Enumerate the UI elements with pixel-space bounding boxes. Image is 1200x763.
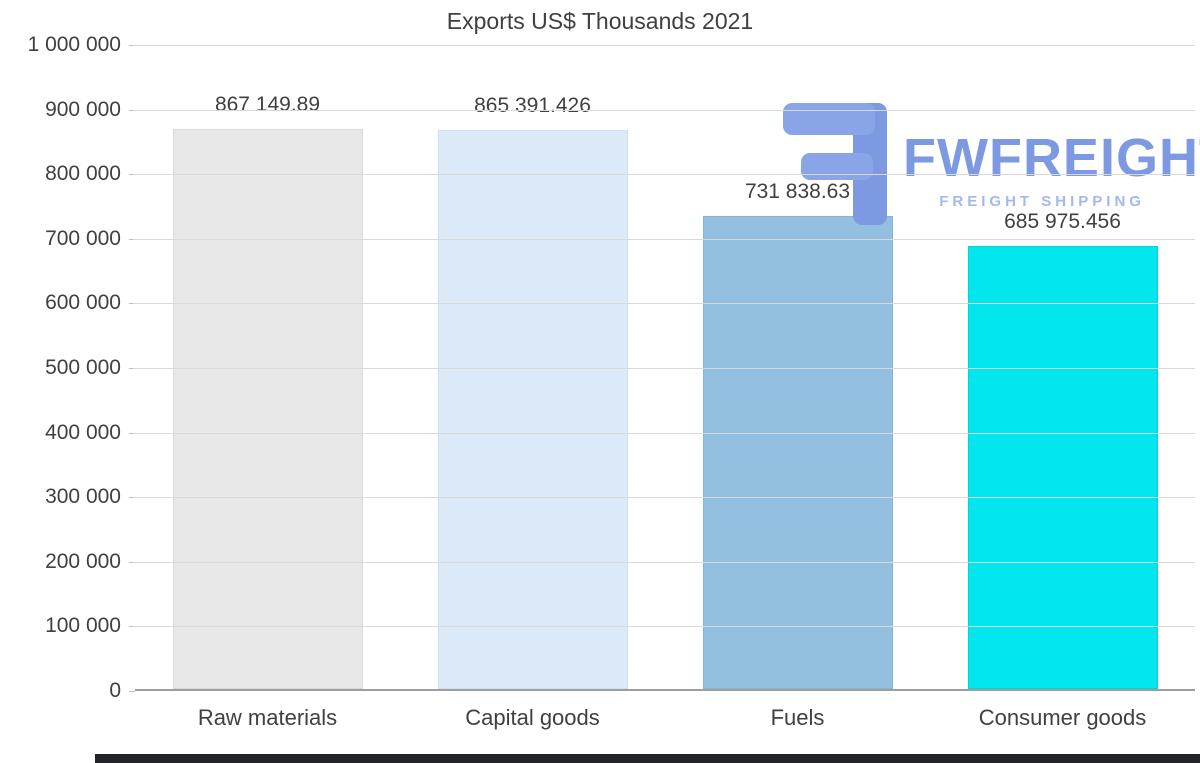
y-tick-label: 0 [109,679,121,702]
bar-value-label: 865 391.426 [474,93,591,117]
y-tick-label: 900 000 [45,97,121,121]
gridline [133,303,1195,305]
y-tick-label: 400 000 [45,420,121,444]
bar-value-label: 867 149.89 [214,92,321,116]
watermark-text: FWFREIGHT FREIGHT SHIPPING [903,103,1200,210]
gridline [133,368,1195,369]
gridline [133,238,1195,240]
bottom-dark-strip [95,754,1200,763]
y-tick-label: 700 000 [45,226,121,250]
y-tick-label: 800 000 [45,162,121,186]
bar-consumer-goods [967,245,1158,689]
y-tick-mark [129,238,135,240]
gridline [133,497,1195,499]
y-tick-mark [129,174,135,176]
x-category-label: Fuels [770,705,825,730]
y-tick-mark [129,626,135,628]
bar-value-label: 685 975.456 [1004,209,1121,233]
y-tick-mark [129,497,135,499]
gridline [133,626,1195,628]
y-tick-label: 200 000 [45,549,121,573]
gridline [133,109,1195,111]
y-tick-label: 600 000 [45,291,121,315]
x-category-label: Consumer goods [978,705,1147,730]
y-tick-mark [129,691,135,692]
watermark-brand: FWFREIGHT [903,128,1200,188]
y-tick-mark [129,303,135,305]
watermark: FWFREIGHT FREIGHT SHIPPING [783,103,1200,225]
plot-area: 867 149.89 865 391.426 731 838.63 685 975.4… [133,45,1200,691]
y-tick-mark [129,109,135,111]
bar-raw-materials [172,128,363,689]
y-tick-mark [129,45,135,46]
bar-value-label: 731 838.63 [744,180,851,204]
chart-title: Exports US$ Thousands 2021 [446,8,754,34]
x-category-label: Capital goods [465,705,600,730]
x-category-label: Raw materials [197,705,338,730]
gridline [133,174,1195,176]
y-tick-label: 1 000 000 [27,33,121,56]
y-tick-mark [129,561,135,563]
gridline [133,561,1195,563]
y-tick-label: 100 000 [45,614,121,638]
bar-capital-goods [437,129,628,689]
y-tick-mark [129,432,135,434]
gridline [133,45,1195,46]
y-tick-label: 500 000 [45,356,121,379]
y-axis: 0 100 000 200 000 300 000 400 000 500 000 600 … [0,33,135,702]
fwfreight-logo-icon [783,103,887,225]
y-tick-label: 300 000 [45,485,121,509]
gridline [133,432,1195,434]
x-axis: Raw materials Capital goods Fuels Consumer … [135,701,1195,741]
bar-fuels [702,216,893,689]
watermark-tagline: FREIGHT SHIPPING [939,193,1145,210]
y-tick-mark [129,368,135,369]
